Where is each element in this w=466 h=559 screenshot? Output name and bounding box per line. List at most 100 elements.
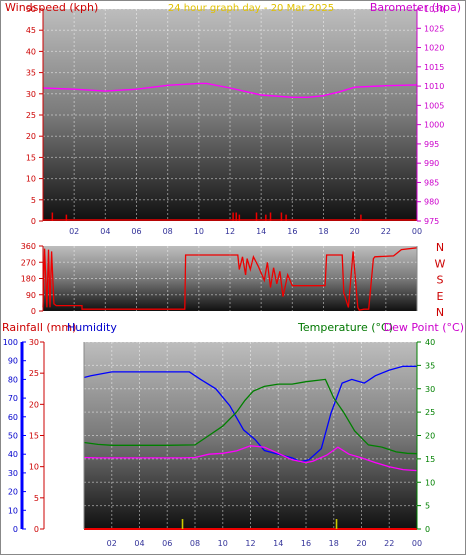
temperature-tick-label: 35: [425, 361, 435, 370]
temperature-tick-label: 5: [425, 502, 430, 511]
panel1-right-tick-label: 995: [424, 140, 439, 149]
panel2-left-tick-label: 270: [21, 258, 36, 267]
panel1-title: 24 hour graph day - 20 Mar 2025: [168, 3, 334, 14]
humidity-line: [83, 365, 417, 463]
humidity-tick-label: 40: [8, 450, 18, 459]
panel3-x-tick-label: 08: [190, 539, 200, 548]
panel1-right-tick-label: 1030: [424, 5, 444, 14]
chart-marks: [42, 82, 418, 530]
panel1-right-tick-label: 1025: [424, 24, 444, 33]
panel3-x-tick-label: 04: [134, 539, 144, 548]
panel2-compass-label: N: [436, 241, 444, 254]
wind-direction-line: [42, 247, 418, 311]
temperature-tick-label: 40: [425, 338, 435, 347]
panel1-left-axis-label: Windspeed (kph): [5, 1, 98, 14]
panel3-x-tick-label: 10: [218, 539, 228, 548]
panel1-left-tick-label: 35: [26, 69, 36, 78]
panel1-x-tick-label: 20: [350, 227, 360, 236]
temperature-tick-label: 0: [425, 525, 430, 534]
temperature-tick-label: 20: [425, 432, 435, 441]
panel3-x-tick-label: 18: [329, 539, 339, 548]
panel2-left-tick-label: 180: [21, 275, 36, 284]
humidity-tick-label: 80: [8, 375, 18, 384]
panel1-left-tick-label: 0: [31, 217, 36, 226]
panel3-x-tick-label: 12: [245, 539, 255, 548]
panel1-plot-area: [43, 9, 417, 221]
rainfall-tick-label: 25: [29, 369, 39, 378]
humidity-tick-label: 20: [8, 488, 18, 497]
panel2-compass-label: E: [437, 290, 444, 303]
panel1-right-tick-label: 980: [424, 198, 439, 207]
panel1-left-tick-label: 15: [26, 153, 36, 162]
rainfall-tick-label: 30: [29, 338, 39, 347]
rainfall-tick-label: 20: [29, 400, 39, 409]
rainfall-tick-label: 10: [29, 463, 39, 472]
panel2-left-tick-label: 90: [26, 291, 36, 300]
panel3-x-tick-label: 20: [356, 539, 366, 548]
panel1-left-tick-label: 30: [26, 90, 36, 99]
panel1-right-tick-label: 1020: [424, 44, 444, 53]
panel1-right-tick-label: 1010: [424, 82, 444, 91]
panel1-x-tick-label: 02: [69, 227, 79, 236]
panel1-x-tick-label: 22: [381, 227, 391, 236]
temperature-tick-label: 30: [425, 385, 435, 394]
panel2-compass-label: W: [435, 257, 446, 270]
temperature-tick-label: 25: [425, 408, 435, 417]
panel3-x-tick-label: 22: [384, 539, 394, 548]
temperature-tick-label: 15: [425, 455, 435, 464]
panel1-x-tick-label: 00: [412, 227, 422, 236]
panel3-dewpoint-label: Dew Point (°C): [384, 321, 464, 334]
panel3-x-tick-label: 16: [301, 539, 311, 548]
panel1-left-tick-label: 45: [26, 26, 36, 35]
panel2-compass-label: N: [436, 306, 444, 319]
humidity-tick-label: 30: [8, 469, 18, 478]
panel1-right-tick-label: 1015: [424, 63, 444, 72]
grid-lines: [43, 8, 418, 529]
humidity-tick-label: 90: [8, 357, 18, 366]
panel1-x-tick-label: 10: [194, 227, 204, 236]
panel1-x-tick-label: 16: [287, 227, 297, 236]
rainfall-tick-label: 15: [29, 432, 39, 441]
panel1-x-tick-label: 08: [163, 227, 173, 236]
panel3-x-tick-label: 06: [162, 539, 172, 548]
panel3-humidity-label: Humidity: [67, 321, 117, 334]
rainfall-tick-label: 5: [34, 494, 39, 503]
panel1-x-tick-label: 06: [131, 227, 141, 236]
panel1-x-tick-label: 18: [318, 227, 328, 236]
humidity-tick-label: 100: [3, 338, 18, 347]
panel1-x-tick-label: 04: [100, 227, 110, 236]
panel1-right-tick-label: 990: [424, 159, 439, 168]
panel1-right-axis-label: Barometer (hpa): [370, 1, 461, 14]
panel2-compass-label: S: [437, 274, 444, 287]
rainfall-tick-label: 0: [34, 525, 39, 534]
panel3-x-tick-label: 02: [107, 539, 117, 548]
panel1-x-tick-label: 12: [225, 227, 235, 236]
panel1-left-tick-label: 5: [31, 196, 36, 205]
temperature-tick-label: 10: [425, 478, 435, 487]
panel2-left-tick-label: 360: [21, 242, 36, 251]
panel3-x-tick-label: 00: [412, 539, 422, 548]
panel3-rainfall-label: Rainfall (mm): [2, 321, 76, 334]
panel1-left-tick-label: 40: [26, 47, 36, 56]
humidity-tick-label: 70: [8, 394, 18, 403]
panel1-left-tick-label: 10: [26, 175, 36, 184]
temperature-line: [83, 378, 418, 455]
panel1-right-tick-label: 975: [424, 217, 439, 226]
humidity-tick-label: 10: [8, 506, 18, 515]
axes: 0510152025303540455097598098599099510001…: [3, 5, 446, 548]
panel1-right-tick-label: 1005: [424, 101, 444, 110]
panel2-left-tick-label: 0: [31, 307, 36, 316]
panel1-left-tick-label: 25: [26, 111, 36, 120]
dewpoint-line: [83, 445, 418, 472]
humidity-tick-label: 60: [8, 413, 18, 422]
humidity-tick-label: 0: [13, 525, 18, 534]
barometer-line: [42, 82, 418, 99]
panel1-left-tick-label: 20: [26, 132, 36, 141]
panel1-x-tick-label: 14: [256, 227, 266, 236]
humidity-tick-label: 50: [8, 432, 18, 441]
panel1-right-tick-label: 1000: [424, 121, 444, 130]
panel2-plot-area: [43, 246, 417, 311]
panel1-left-tick-label: 50: [26, 5, 36, 14]
